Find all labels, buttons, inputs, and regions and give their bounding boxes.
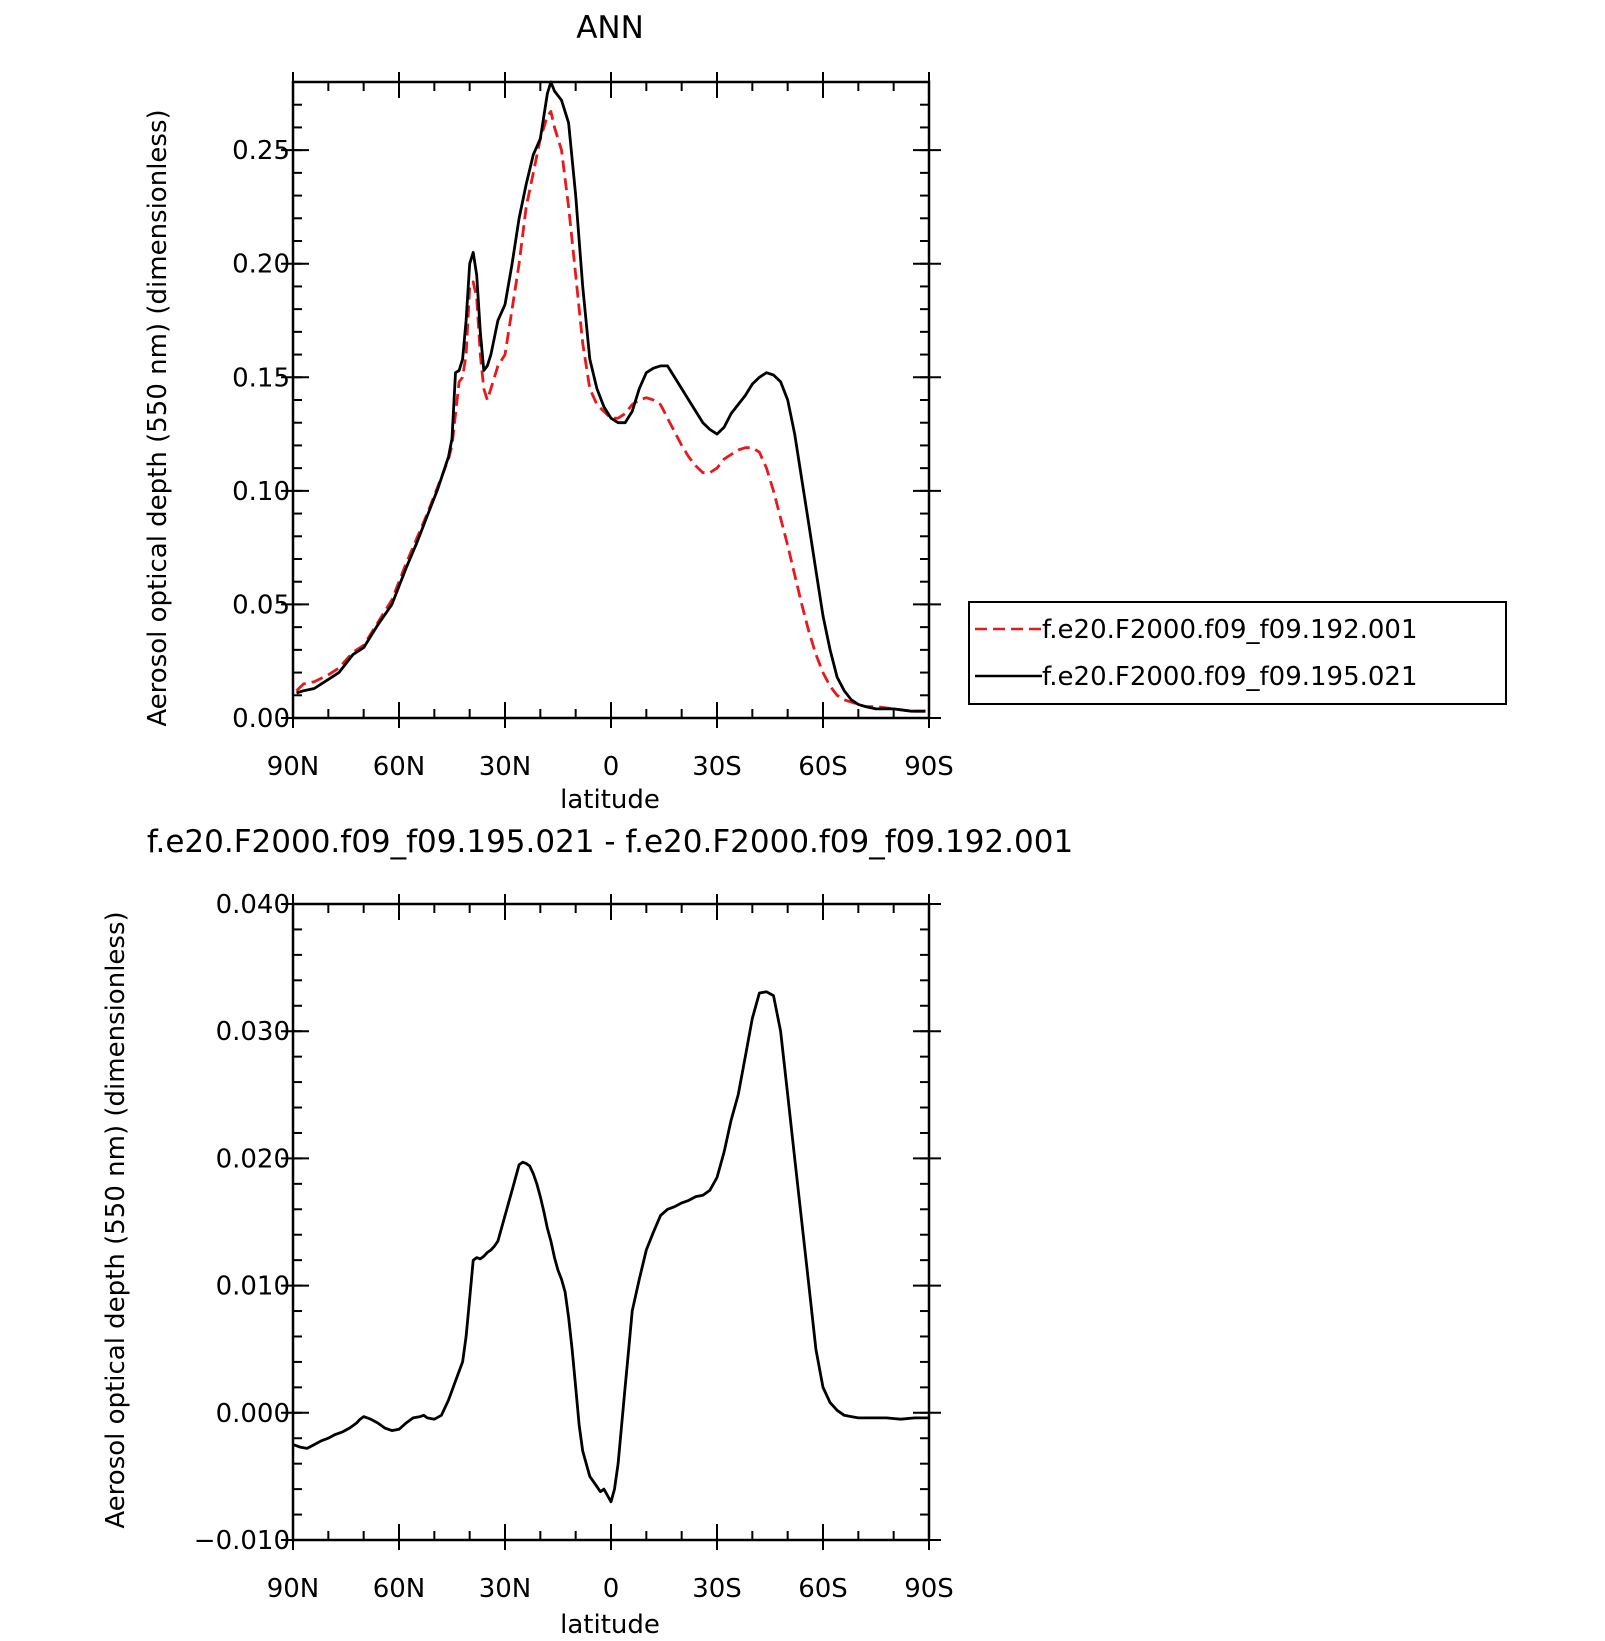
legend-entry-192-001: f.e20.F2000.f09_f09.192.001 [1042,615,1418,645]
bottom-y-tick-label: 0.030 [216,1017,290,1047]
top-panel: ANN latitude Aerosol optical depth (550 … [143,10,954,815]
bottom-x-tick-label: 90N [267,1574,320,1604]
top-y-tick-label: 0.15 [232,363,290,393]
bottom-panel-title: f.e20.F2000.f09_f09.195.021 - f.e20.F200… [147,824,1073,860]
bottom-y-tick-label: 0.040 [216,890,290,920]
bottom-ticks [281,894,941,1550]
top-panel-xlabel: latitude [560,785,660,815]
top-panel-title: ANN [576,10,644,46]
top-tick-labels: 90N 60N 30N 0 30S 60S 90S 0.00 0.05 0.10 0.15 0.20 0… [232,136,954,782]
top-y-tick-label: 0.25 [232,136,290,166]
bottom-x-tick-label: 60N [373,1574,426,1604]
bottom-y-tick-label: −0.010 [194,1526,290,1556]
top-x-tick-label: 60N [373,752,426,782]
bottom-y-tick-label: 0.020 [216,1144,290,1174]
bottom-y-tick-label: 0.010 [216,1272,290,1302]
bottom-x-tick-label: 90S [904,1574,954,1604]
top-y-tick-label: 0.10 [232,477,290,507]
bottom-x-tick-label: 30N [479,1574,532,1604]
top-y-tick-label: 0.05 [232,590,290,620]
top-x-tick-label: 90N [267,752,320,782]
bottom-x-tick-label: 30S [692,1574,742,1604]
legend-box [968,601,1507,705]
top-series-line-0 [295,110,926,713]
bottom-plot-frame [291,902,931,1542]
top-ticks [281,72,941,728]
bottom-panel: f.e20.F2000.f09_f09.195.021 - f.e20.F200… [101,824,1073,1640]
bottom-panel-xlabel: latitude [560,1610,660,1640]
bottom-panel-ylabel: Aerosol optical depth (550 nm) (dimensio… [101,911,131,1528]
top-x-tick-label: 60S [798,752,848,782]
top-x-tick-label: 30N [479,752,532,782]
top-x-tick-label: 0 [603,752,620,782]
top-series-line-1 [296,80,926,713]
bottom-tick-labels: 90N 60N 30N 0 30S 60S 90S −0.010 0.000 0.010 0.020… [194,890,954,1604]
bottom-x-tick-label: 60S [798,1574,848,1604]
top-x-tick-label: 90S [904,752,954,782]
top-plot-frame [291,80,931,720]
top-y-tick-label: 0.00 [232,704,290,734]
legend: f.e20.F2000.f09_f09.192.001 f.e20.F2000.… [968,601,1507,705]
bottom-y-tick-label: 0.000 [216,1399,290,1429]
top-x-tick-label: 30S [692,752,742,782]
bottom-x-tick-label: 0 [603,1574,620,1604]
legend-entry-195-021: f.e20.F2000.f09_f09.195.021 [1042,662,1418,692]
bottom-series-line-0 [292,990,929,1504]
top-panel-ylabel: Aerosol optical depth (550 nm) (dimensio… [143,109,173,726]
top-y-tick-label: 0.20 [232,250,290,280]
